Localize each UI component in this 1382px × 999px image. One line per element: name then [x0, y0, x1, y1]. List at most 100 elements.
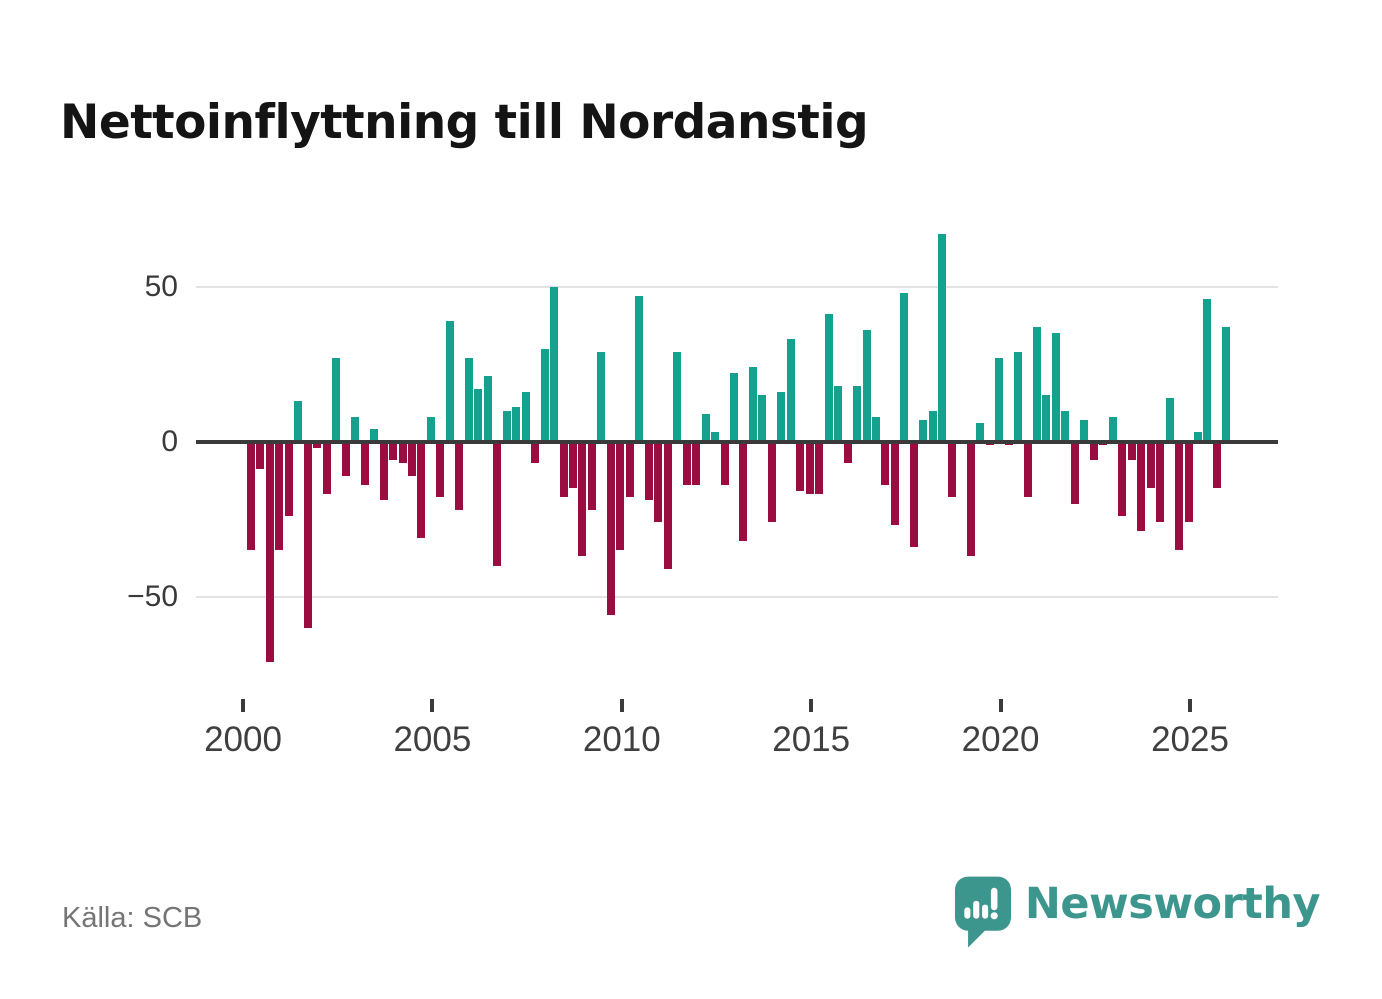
bar-2018-q3 [947, 441, 956, 498]
bar-2016-q4 [881, 441, 890, 485]
gridline-50 [196, 285, 1278, 288]
bar-2021-q2 [1051, 333, 1060, 442]
bar-2021-q4 [1070, 441, 1079, 504]
bar-2001-q2 [294, 401, 303, 442]
bar-2019-q1 [966, 441, 975, 557]
y-tick-label-50: 50 [144, 269, 178, 303]
zero-axis-line [196, 439, 1278, 444]
bar-2005-q2 [445, 320, 454, 442]
bar-2005-q4 [464, 357, 473, 442]
bar-2013-q1 [739, 441, 748, 541]
bar-2002-q1 [322, 441, 331, 495]
bar-2008-q2 [559, 441, 568, 498]
y-tick-label-0: 0 [161, 424, 178, 458]
x-tick-mark-2010 [619, 699, 624, 712]
bar-2023-q2 [1127, 441, 1136, 461]
bar-2001-q4 [313, 441, 322, 448]
bar-2006-q3 [493, 441, 502, 566]
bar-2007-q4 [540, 348, 549, 442]
bar-2014-q4 [805, 441, 814, 495]
bar-2017-q1 [890, 441, 899, 526]
bar-2003-q3 [379, 441, 388, 501]
bar-2004-q4 [426, 416, 435, 442]
bar-2005-q3 [455, 441, 464, 510]
bar-2013-q2 [748, 367, 757, 442]
bar-2014-q3 [796, 441, 805, 492]
bar-2003-q4 [389, 441, 398, 461]
page-title: Nettoinflyttning till Nordanstig [60, 95, 869, 151]
bar-2012-q4 [729, 373, 738, 442]
x-tick-mark-2000 [241, 699, 245, 712]
bar-2016-q2 [862, 329, 871, 442]
bar-2017-q3 [909, 441, 918, 547]
bar-2019-q2 [976, 422, 985, 442]
bar-2008-q1 [550, 286, 559, 442]
bar-2024-q3 [1175, 441, 1184, 550]
bar-2025-q2 [1203, 298, 1212, 442]
bar-2012-q3 [720, 441, 729, 485]
bar-2002-q2 [332, 357, 341, 442]
bar-2012-q2 [711, 432, 720, 442]
bar-2023-q1 [1118, 441, 1127, 516]
x-tick-label-2025: 2025 [1151, 720, 1229, 759]
bar-2000-q4 [275, 441, 284, 550]
bar-2025-q1 [1194, 432, 1202, 442]
bar-2009-q4 [616, 441, 625, 550]
bar-2002-q3 [341, 441, 350, 476]
bar-2024-q4 [1184, 441, 1193, 523]
bar-2009-q1 [587, 441, 596, 510]
bar-2023-q3 [1137, 441, 1146, 532]
bar-2021-q3 [1061, 410, 1070, 442]
bar-2013-q4 [767, 441, 776, 523]
x-tick-mark-2025 [1188, 699, 1192, 712]
bar-2015-q3 [834, 385, 843, 442]
bar-2011-q3 [682, 441, 691, 485]
bar-2001-q1 [284, 441, 293, 516]
bar-2019-q4 [995, 357, 1004, 442]
bar-2020-q3 [1023, 441, 1032, 498]
bar-2006-q1 [474, 388, 483, 442]
bar-2003-q2 [370, 429, 379, 442]
bar-2015-q1 [815, 441, 824, 495]
bar-2007-q3 [531, 441, 540, 464]
bar-2022-q4 [1108, 416, 1117, 442]
x-tick-label-2005: 2005 [393, 720, 472, 759]
bar-2016-q3 [872, 416, 881, 442]
bar-2005-q1 [436, 441, 445, 498]
bar-2025-q4 [1222, 326, 1231, 442]
bar-2024-q2 [1165, 398, 1174, 442]
bar-2004-q1 [398, 441, 407, 464]
bar-2003-q1 [360, 441, 369, 485]
bar-2014-q1 [777, 391, 786, 442]
bar-2021-q1 [1042, 395, 1051, 442]
x-tick-mark-2020 [998, 699, 1003, 712]
x-tick-label-2000: 2000 [204, 720, 282, 759]
bar-2020-q4 [1033, 326, 1041, 442]
bar-2004-q3 [417, 441, 426, 538]
x-tick-mark-2005 [430, 699, 435, 712]
bar-2010-q2 [635, 295, 644, 442]
bar-2010-q1 [625, 441, 634, 498]
bar-2001-q3 [303, 441, 312, 628]
bar-2017-q4 [919, 419, 928, 442]
bar-2000-q1 [247, 441, 255, 550]
bar-2004-q2 [407, 441, 416, 476]
newsworthy-logo-icon [954, 876, 1011, 948]
bar-2010-q3 [644, 441, 653, 501]
x-tick-label-2015: 2015 [772, 720, 851, 759]
bar-2018-q1 [928, 410, 937, 442]
bar-2014-q2 [786, 339, 795, 442]
bar-2007-q2 [521, 391, 530, 442]
bar-2002-q4 [351, 416, 360, 442]
bar-2015-q2 [824, 314, 833, 442]
bar-2011-q4 [692, 441, 701, 485]
bar-2012-q1 [701, 413, 710, 442]
bar-2010-q4 [654, 441, 663, 523]
bar-2006-q2 [483, 376, 492, 442]
bar-2025-q3 [1212, 441, 1221, 488]
bar-2024-q1 [1156, 441, 1165, 523]
bar-2009-q2 [597, 351, 606, 442]
x-tick-label-2020: 2020 [961, 720, 1040, 759]
bar-2011-q2 [673, 351, 682, 442]
bar-2007-q1 [512, 407, 521, 442]
